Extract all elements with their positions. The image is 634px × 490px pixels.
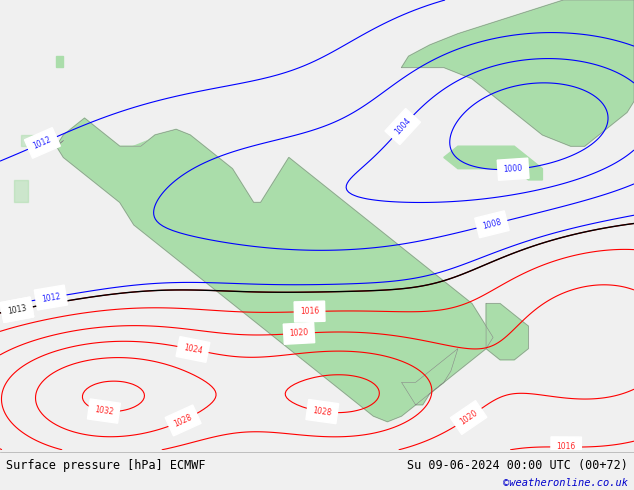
Text: 1032: 1032 (94, 405, 114, 417)
Text: 1004: 1004 (393, 117, 413, 137)
Polygon shape (14, 180, 28, 202)
Text: 1008: 1008 (481, 218, 502, 231)
Text: 1012: 1012 (41, 292, 61, 304)
Polygon shape (21, 135, 36, 146)
Polygon shape (444, 146, 543, 180)
Text: 1020: 1020 (458, 408, 479, 427)
Text: 1013: 1013 (7, 304, 27, 316)
Polygon shape (585, 11, 634, 101)
Text: 1012: 1012 (32, 135, 53, 151)
Text: 1020: 1020 (289, 328, 309, 339)
Text: Su 09-06-2024 00:00 UTC (00+72): Su 09-06-2024 00:00 UTC (00+72) (407, 459, 628, 471)
Text: 1024: 1024 (183, 343, 204, 356)
Polygon shape (401, 0, 634, 146)
Text: Surface pressure [hPa] ECMWF: Surface pressure [hPa] ECMWF (6, 459, 206, 471)
Polygon shape (56, 118, 493, 422)
Text: 1028: 1028 (172, 413, 194, 428)
Text: 1016: 1016 (557, 442, 576, 452)
Text: ©weatheronline.co.uk: ©weatheronline.co.uk (503, 478, 628, 488)
Polygon shape (486, 304, 528, 360)
Polygon shape (56, 56, 63, 68)
Text: 1028: 1028 (312, 406, 332, 417)
Text: 1000: 1000 (503, 164, 523, 174)
Text: 1013: 1013 (7, 304, 27, 316)
Text: 1016: 1016 (300, 307, 320, 317)
Polygon shape (56, 141, 233, 202)
